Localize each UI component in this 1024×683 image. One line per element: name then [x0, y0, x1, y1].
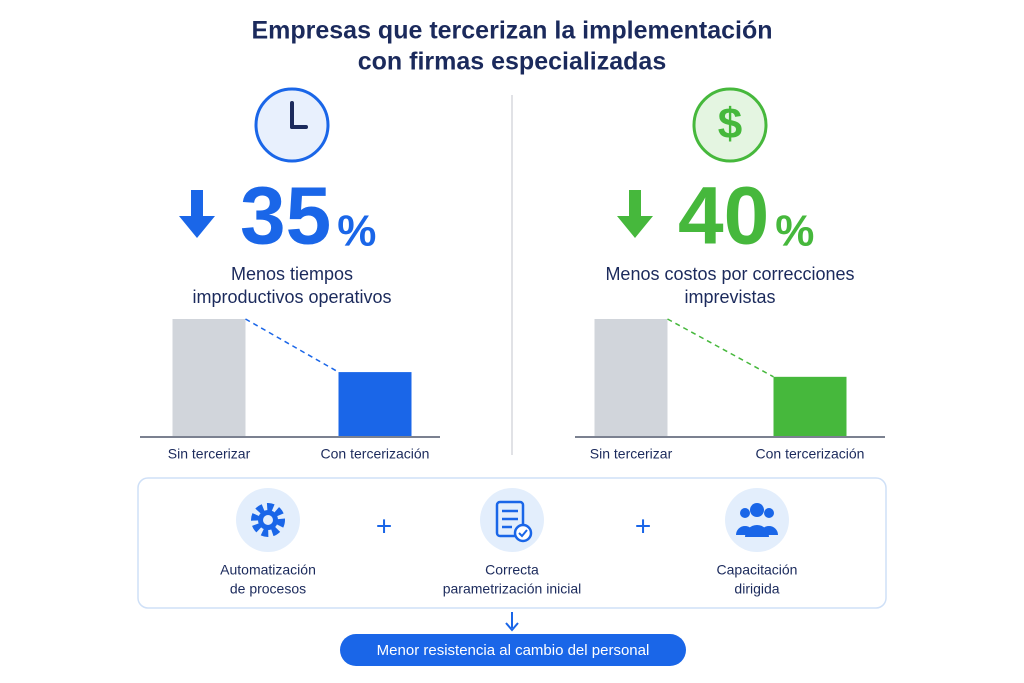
dollar-icon: $	[692, 87, 768, 163]
plus: +	[635, 510, 651, 541]
stat-value: 40	[678, 171, 769, 262]
people-icon	[725, 488, 789, 552]
factor-label: Capacitación	[717, 562, 798, 578]
stat-unit: %	[775, 207, 814, 256]
result-pill	[340, 634, 686, 666]
bar	[172, 319, 246, 437]
factor-label: dirigida	[734, 581, 779, 597]
title-line: con firmas especializadas	[358, 48, 666, 76]
factor-label: parametrización inicial	[443, 581, 582, 597]
plus: +	[376, 510, 392, 541]
bar	[773, 376, 847, 437]
stat-unit: %	[337, 207, 376, 256]
gear-icon	[236, 488, 300, 552]
factor-label: Automatización	[220, 562, 316, 578]
stat-caption: Menos tiempos	[231, 264, 353, 284]
bar	[594, 319, 668, 437]
checklist-icon	[480, 488, 544, 552]
result-text: Menor resistencia al cambio del personal	[377, 642, 650, 659]
stat-caption: improductivos operativos	[192, 287, 391, 307]
trend-line	[667, 318, 774, 378]
down-arrow	[179, 190, 215, 238]
trend-line	[245, 318, 339, 373]
title-line: Empresas que tercerizan la implementació…	[251, 17, 772, 45]
factor-label: Correcta	[485, 562, 539, 578]
stat-caption: imprevistas	[684, 287, 775, 307]
bar-label: Con tercerización	[321, 446, 430, 462]
bar	[338, 372, 412, 437]
arrow-head	[505, 622, 519, 632]
stat-value: 35	[240, 171, 331, 262]
factor-label: de procesos	[230, 581, 306, 597]
down-arrow	[617, 190, 653, 238]
svg-text:$: $	[718, 100, 742, 149]
bar-label: Con tercerización	[756, 446, 865, 462]
stat-caption: Menos costos por correcciones	[605, 264, 854, 284]
bar-label: Sin tercerizar	[590, 446, 673, 462]
clock-icon	[254, 87, 330, 163]
bar-label: Sin tercerizar	[168, 446, 251, 462]
